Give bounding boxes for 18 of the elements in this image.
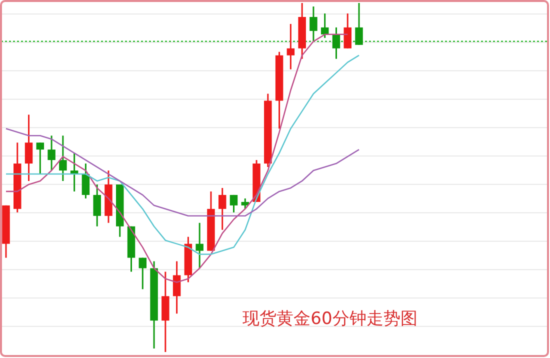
candlestick [82,162,90,200]
candlestick [93,184,101,228]
candlestick [344,12,352,50]
candlestick [48,134,56,172]
candlestick [310,6,318,42]
candlestick [196,222,204,269]
candlestick [230,194,238,214]
candlestick [172,260,181,314]
candlestick [332,26,340,60]
candlestick [218,187,226,231]
candlestick [355,2,363,46]
candlestick [320,12,329,39]
candlestick [138,257,147,290]
candlestick [59,134,67,182]
candlestick [36,142,44,175]
text: 现货黄金60分钟走势图 [242,309,418,329]
candlestick [24,114,33,182]
candlestick [286,23,295,70]
